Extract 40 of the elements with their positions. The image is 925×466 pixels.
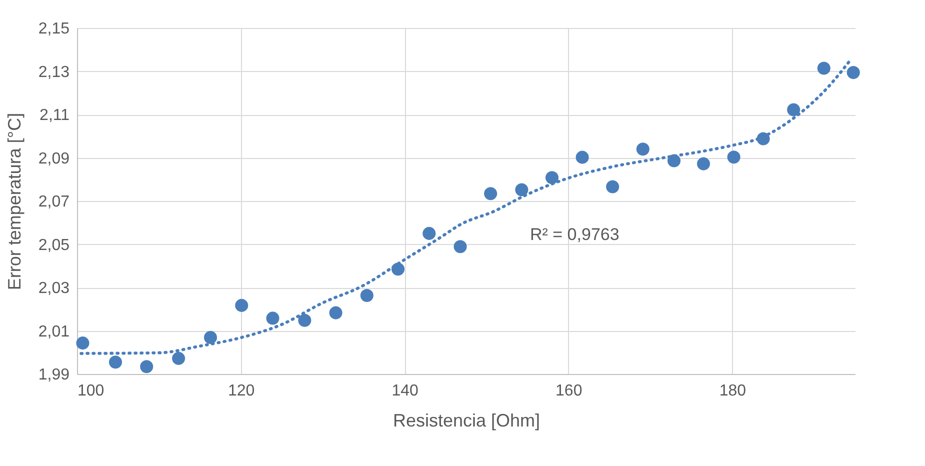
point: [727, 150, 740, 164]
x-tick-label: 120: [228, 382, 255, 400]
point: [454, 240, 467, 254]
point: [846, 66, 860, 80]
point: [298, 314, 312, 327]
y-tick-label: 2,13: [38, 64, 70, 81]
y-tick-label: 2,11: [40, 107, 70, 124]
point: [329, 306, 342, 320]
point: [235, 298, 248, 312]
point: [204, 330, 218, 344]
x-tick-label: 180: [719, 382, 746, 400]
point: [515, 183, 528, 196]
x-tick-label: 140: [392, 382, 419, 400]
y-tick-label: 2,15: [38, 20, 70, 38]
point: [172, 352, 186, 365]
point: [422, 226, 436, 240]
point: [140, 360, 154, 374]
point: [484, 187, 498, 200]
x-axis-title: Resistencia [Ohm]: [392, 410, 540, 430]
point: [545, 171, 559, 184]
point: [696, 157, 710, 170]
point: [817, 62, 830, 75]
y-tick-label: 2,05: [38, 236, 70, 254]
point: [266, 312, 280, 325]
y-tick-label: 2,01: [38, 323, 70, 340]
x-tick-label: 100: [78, 382, 104, 400]
y-tick-label: 1,99: [38, 366, 70, 384]
y-tick-label: 2,03: [38, 280, 70, 297]
point: [108, 356, 122, 369]
y-tick-label: 2,07: [38, 194, 70, 210]
annotation: R² = 0,9763: [530, 225, 620, 244]
point: [576, 150, 589, 164]
point: [787, 103, 800, 116]
point: [360, 288, 374, 302]
x-tick-label: 160: [556, 382, 582, 400]
point: [76, 336, 90, 350]
point: [636, 142, 650, 156]
y-axis-title: Error temperatura [°C]: [4, 112, 24, 290]
y-tick-label: 2,09: [38, 150, 70, 168]
point: [606, 180, 620, 194]
